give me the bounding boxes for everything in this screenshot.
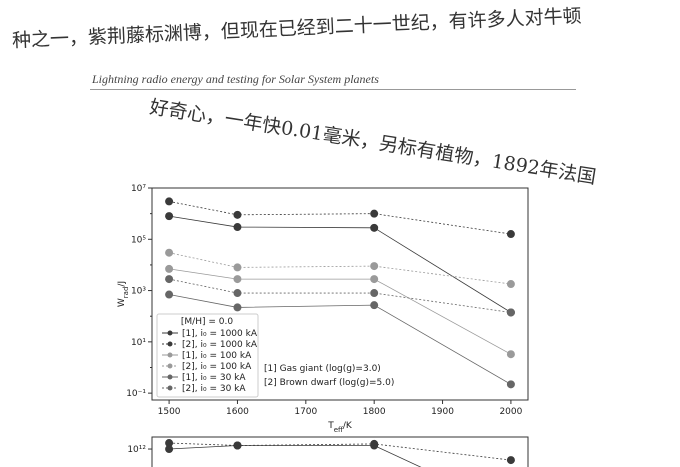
y-tick-label: 10⁵ — [131, 235, 146, 245]
data-point — [370, 439, 379, 448]
legend-label: [2], i₀ = 30 kA — [182, 384, 246, 394]
data-point — [233, 210, 242, 219]
label-main: T — [327, 421, 334, 431]
label-sub: eff — [334, 426, 343, 434]
data-point — [165, 248, 174, 257]
data-point — [165, 212, 174, 221]
data-point — [233, 441, 242, 450]
header-rule — [90, 89, 576, 90]
data-point — [165, 439, 174, 448]
label-main: W — [117, 298, 127, 307]
data-point — [165, 290, 174, 299]
data-point — [370, 223, 379, 232]
label-sub: rad — [122, 287, 130, 299]
x-axis-label: Teff/K — [327, 421, 353, 434]
data-point — [506, 280, 515, 289]
legend-label: [2], i₀ = 100 kA — [182, 362, 252, 372]
data-point — [165, 197, 174, 206]
legend-label: [2], i₀ = 1000 kA — [182, 340, 258, 350]
legend-label: [1], i₀ = 1000 kA — [182, 329, 258, 339]
data-point — [506, 350, 515, 359]
x-tick-label: 1900 — [431, 407, 454, 417]
data-point — [370, 262, 379, 271]
legend-marker — [167, 374, 173, 380]
label-unit: /J — [117, 281, 127, 287]
legend-title: [M/H] = 0.0 — [181, 317, 233, 327]
legend-marker — [167, 363, 173, 369]
data-point — [233, 289, 242, 298]
x-tick-label: 1600 — [226, 407, 249, 417]
y-tick-label: 10¹² — [127, 445, 146, 455]
legend-marker — [167, 341, 173, 347]
y-tick-label: 10⁷ — [131, 184, 146, 194]
data-point — [233, 275, 242, 284]
series-line — [169, 442, 511, 461]
data-point — [506, 230, 515, 239]
y-tick-label: 10³ — [131, 287, 146, 297]
running-header: Lightning radio energy and testing for S… — [92, 72, 379, 86]
series-line — [169, 268, 512, 355]
legend-marker — [167, 330, 173, 336]
data-point — [233, 303, 242, 312]
series-line — [169, 445, 422, 467]
data-point — [370, 301, 379, 310]
annotation: [1] Gas giant (log(g)=3.0) — [264, 364, 381, 374]
y-tick-label: 10⁻¹ — [126, 389, 146, 399]
x-tick-label: 1800 — [363, 407, 386, 417]
legend-box — [156, 313, 259, 398]
data-point — [506, 456, 515, 465]
y-tick-label: 10¹ — [131, 338, 146, 348]
series-line — [169, 201, 511, 235]
legend-marker — [167, 385, 173, 391]
legend-label: [1], i₀ = 30 kA — [182, 373, 246, 383]
label-unit: /K — [343, 421, 353, 431]
data-point — [370, 209, 379, 218]
data-point — [370, 289, 379, 298]
legend-label: [1], i₀ = 100 kA — [182, 351, 252, 361]
plot-frame — [151, 436, 529, 467]
x-tick-label: 1700 — [294, 407, 317, 417]
series-line — [169, 215, 512, 313]
x-tick-label: 2000 — [499, 407, 522, 417]
data-point — [165, 445, 174, 454]
data-point — [370, 275, 379, 284]
series-line — [169, 294, 512, 385]
legend-marker — [167, 352, 173, 358]
data-point — [165, 275, 174, 284]
series-line — [169, 278, 511, 313]
data-point — [506, 308, 515, 317]
x-tick-label: 1500 — [158, 407, 181, 417]
data-point — [506, 380, 515, 389]
data-point — [233, 263, 242, 272]
data-point — [233, 223, 242, 232]
annotation: [2] Brown dwarf (log(g)=5.0) — [264, 378, 394, 388]
data-point — [165, 264, 174, 273]
y-axis-label: Wrad/J — [117, 281, 130, 307]
plot-frame — [151, 187, 529, 401]
